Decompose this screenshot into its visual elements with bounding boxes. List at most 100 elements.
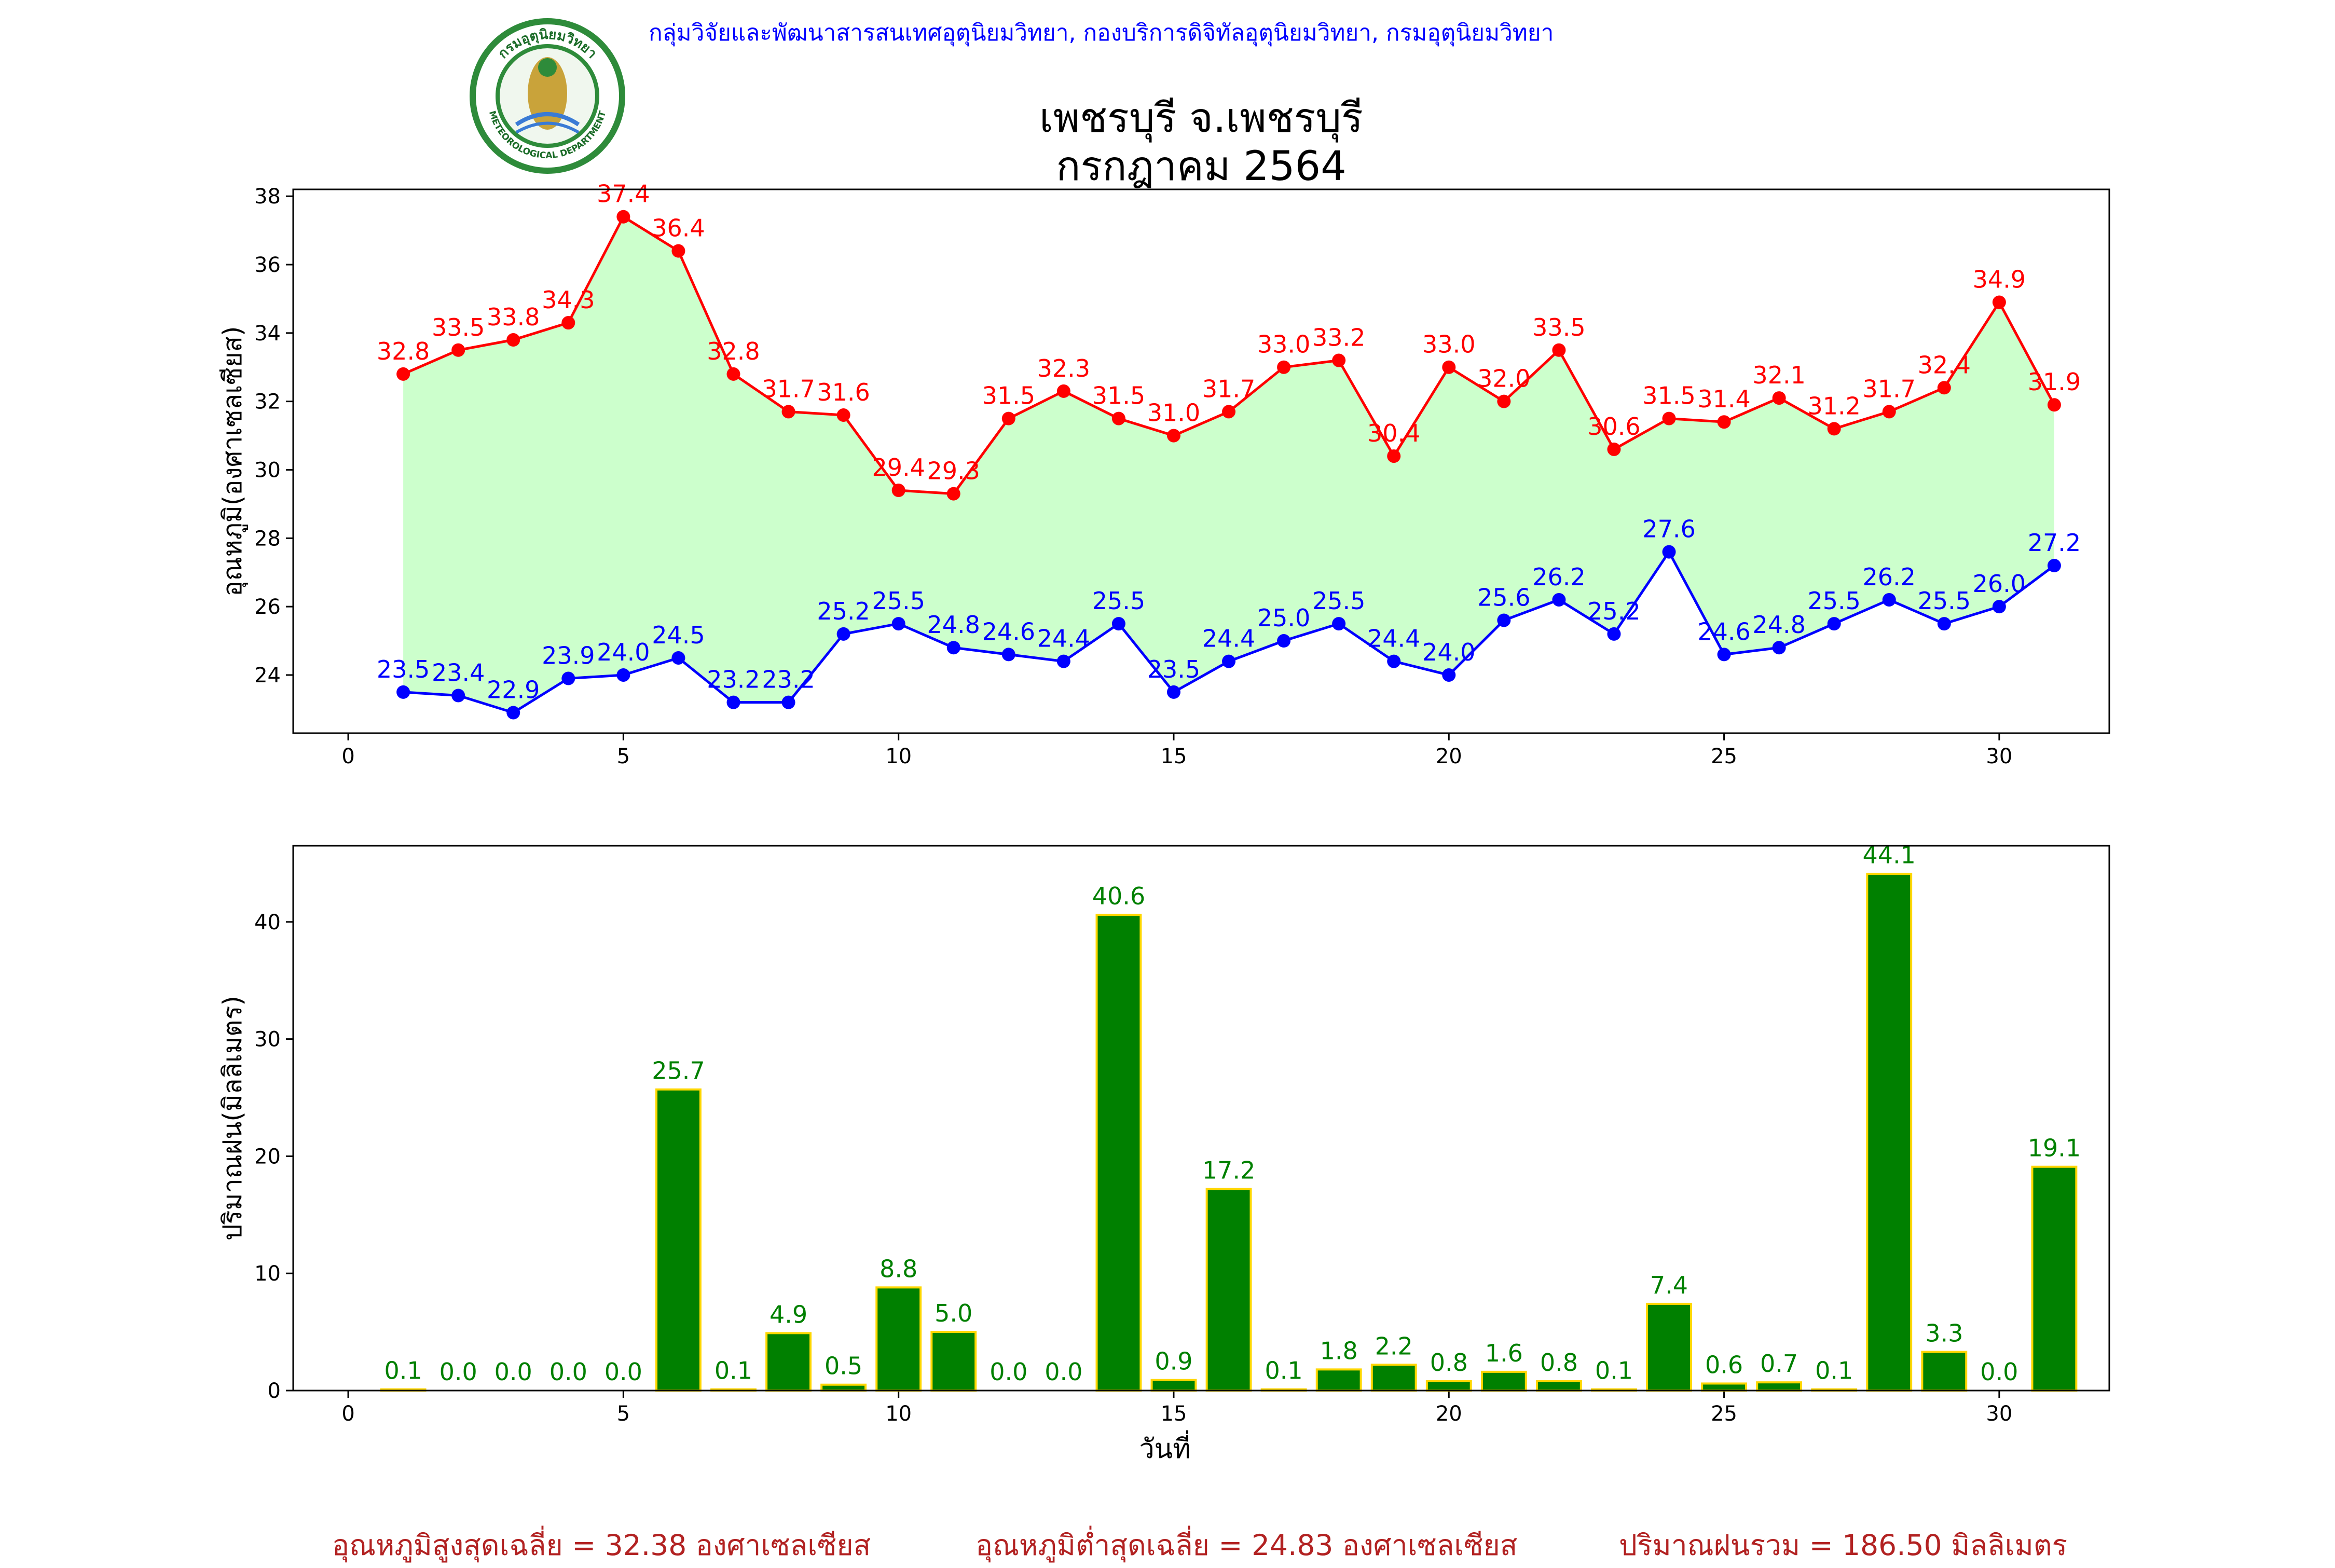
rain-data-label: 8.8 [880,1255,917,1283]
max-temp-point [1552,343,1566,357]
max-temp-data-label: 32.3 [1037,354,1090,382]
max-temp-data-label: 33.5 [1532,313,1585,341]
rain-data-label: 0.5 [825,1352,862,1380]
max-temp-data-label: 33.0 [1422,331,1475,359]
max-temp-point [671,244,685,258]
max-temp-point [891,484,905,498]
rain-x-tick-label: 10 [885,1402,912,1426]
temp-y-tick-label: 24 [254,664,281,687]
max-temp-point [1166,429,1180,443]
max-temp-point [1332,353,1346,367]
min-temp-point [2047,559,2061,573]
rain-bar [1315,1368,1362,1392]
min-temp-point [836,627,850,641]
min-temp-data-label: 23.2 [762,666,815,694]
min-temp-point [1662,545,1676,559]
min-temp-point [781,695,795,709]
min-temp-point [1056,654,1070,668]
min-temp-point [1607,627,1621,641]
temp-x-tick-label: 20 [1436,745,1462,768]
rain-data-label: 0.7 [1760,1350,1798,1378]
max-temp-data-label: 34.3 [542,286,595,314]
temp-y-tick-label: 32 [254,390,281,414]
temp-x-tick-label: 15 [1161,745,1187,768]
temp-y-tick-label: 36 [254,253,281,277]
min-temp-point [1497,613,1511,627]
max-temp-point [1387,449,1401,463]
max-temp-data-label: 30.4 [1367,419,1420,447]
max-temp-point [1277,360,1291,374]
min-temp-point [1552,593,1566,607]
rain-y-tick-label: 20 [254,1145,281,1168]
max-temp-data-label: 32.8 [377,337,430,365]
rain-data-label: 3.3 [1925,1319,1963,1347]
rain-data-label: 0.1 [1815,1357,1853,1385]
max-temp-data-label: 31.6 [817,378,870,406]
min-temp-data-label: 27.6 [1642,515,1695,543]
min-temp-point [616,668,630,682]
min-temp-point [506,706,520,720]
min-temp-point [1772,641,1786,655]
rain-bar [875,1286,922,1392]
temp-y-axis-label: อุณหภูมิ(องศาเซลเซียส) [217,326,248,596]
rain-bar [1425,1380,1472,1392]
max-temp-data-label: 33.2 [1312,324,1365,352]
footer-avg-max: อุณหภูมิสูงสุดเฉลี่ย = 32.38 องศาเซลเซีย… [332,1529,871,1562]
max-temp-point [946,487,960,501]
rain-data-label: 7.4 [1650,1271,1688,1299]
min-temp-data-label: 23.9 [542,642,595,670]
min-temp-point [1222,654,1236,668]
rain-y-tick-label: 30 [254,1028,281,1052]
max-temp-data-label: 31.0 [1147,399,1200,427]
rain-data-label: 0.0 [439,1358,477,1386]
rain-data-label: 0.0 [990,1358,1027,1386]
rain-data-label: 0.6 [1705,1351,1743,1379]
min-temp-data-label: 22.9 [487,676,540,704]
temp-x-tick-label: 25 [1711,745,1737,768]
max-temp-point [506,333,520,347]
rain-data-label: 2.2 [1375,1332,1413,1360]
temp-y-tick-label: 34 [254,322,281,346]
max-temp-data-label: 32.8 [707,337,760,365]
rain-bar [1095,914,1142,1392]
min-temp-data-label: 24.8 [1752,611,1805,639]
rain-data-label: 0.0 [1980,1358,2018,1386]
max-temp-point [1992,295,2006,309]
rain-y-tick-label: 10 [254,1262,281,1286]
temp-y-tick-label: 26 [254,595,281,619]
max-temp-point [2047,398,2061,412]
max-temp-point [1222,405,1236,419]
min-temp-data-label: 23.5 [377,655,430,683]
rain-data-label: 0.1 [384,1357,422,1385]
min-temp-point [561,671,575,685]
max-temp-data-label: 33.5 [432,313,485,341]
max-temp-data-label: 32.4 [1918,351,1971,379]
max-temp-data-label: 29.3 [927,457,980,485]
rain-data-label: 0.1 [715,1357,752,1385]
max-temp-point [1937,381,1951,395]
rain-bar [1866,873,1913,1392]
min-temp-point [671,651,685,665]
rain-data-label: 0.1 [1265,1357,1303,1385]
max-temp-point [836,408,850,422]
min-temp-data-label: 25.0 [1257,604,1310,632]
temp-frame [292,188,2110,734]
rain-data-label: 19.1 [2028,1134,2081,1162]
max-temp-point [1442,360,1456,374]
max-temp-data-label: 31.5 [1092,382,1145,410]
rain-data-label: 0.0 [1045,1358,1082,1386]
organization-header: กลุ่มวิจัยและพัฒนาสารสนเทศอุตุนิยมวิทยา,… [649,20,1554,46]
max-temp-point [1662,411,1676,425]
max-temp-point [1882,405,1896,419]
min-temp-point [451,689,465,703]
max-temp-data-label: 31.4 [1697,385,1750,413]
min-temp-data-label: 25.5 [1807,587,1860,615]
rain-bar [930,1331,977,1392]
max-temp-point [1056,384,1070,398]
max-temp-data-label: 33.8 [487,303,540,331]
rain-frame [292,845,2110,1392]
footer-total-rain: ปริมาณฝนรวม = 186.50 มิลลิเมตร [1619,1529,2068,1562]
min-temp-data-label: 24.6 [982,617,1035,645]
rain-bar [1756,1381,1803,1392]
